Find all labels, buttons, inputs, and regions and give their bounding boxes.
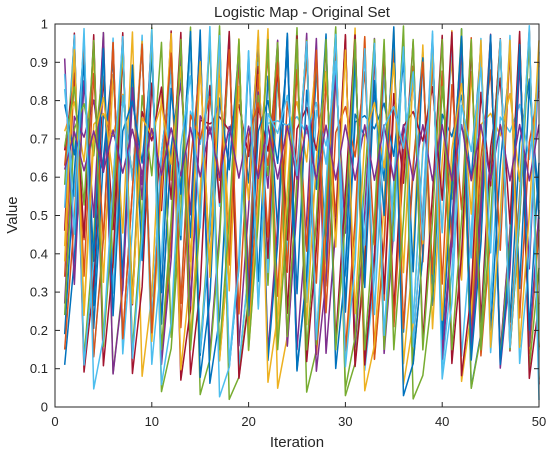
x-tick-label: 40 <box>435 414 449 429</box>
y-tick-label: 0.6 <box>30 170 48 185</box>
y-axis-title: Value <box>4 196 21 233</box>
y-tick-label: 0.5 <box>30 208 48 223</box>
y-tick-label: 0.1 <box>30 361 48 376</box>
y-tick-label: 0.3 <box>30 285 48 300</box>
series-layer <box>63 25 540 401</box>
y-tick-label: 0 <box>41 400 48 415</box>
x-tick-label: 50 <box>532 414 546 429</box>
y-tick-label: 0.4 <box>30 246 48 261</box>
chart-title: Logistic Map - Original Set <box>214 4 391 21</box>
y-tick-label: 1 <box>41 17 48 32</box>
x-tick-label: 0 <box>51 414 58 429</box>
x-tick-label: 20 <box>241 414 255 429</box>
x-axis-title: Iteration <box>270 434 324 451</box>
ticks-layer: 0 10 20 30 40 50 0 0.1 0.2 0.3 0.4 0.5 0.6 0.7 0.8 0.9 1 <box>30 17 546 430</box>
series-line-15 <box>63 36 540 358</box>
series-line-20 <box>63 25 540 401</box>
y-tick-label: 0.9 <box>30 55 48 70</box>
y-tick-label: 0.8 <box>30 93 48 108</box>
y-tick-label: 0.7 <box>30 131 48 146</box>
x-tick-label: 30 <box>338 414 352 429</box>
series-line-11 <box>63 31 540 375</box>
y-tick-label: 0.2 <box>30 323 48 338</box>
x-tick-label: 10 <box>145 414 159 429</box>
